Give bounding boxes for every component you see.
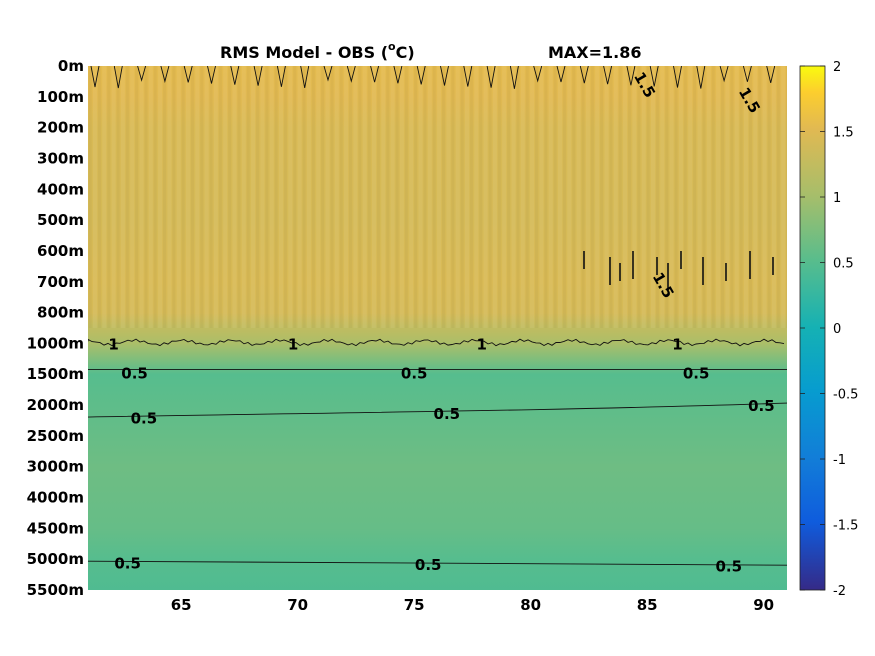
contour-label: 0.5 bbox=[715, 557, 742, 575]
max-value-label: MAX=1.86 bbox=[548, 43, 642, 62]
y-tick-label: 300m bbox=[37, 149, 84, 167]
y-tick-label: 100m bbox=[37, 88, 84, 106]
colorbar-tick-label: -0.5 bbox=[833, 388, 858, 403]
y-tick-label: 600m bbox=[37, 242, 84, 260]
x-tick-label: 75 bbox=[404, 596, 425, 614]
x-tick-label: 70 bbox=[287, 596, 308, 614]
y-axis-ticks: 0m 100m 200m 300m 400m 500m 600m 700m 800m 1000m 1… bbox=[27, 57, 84, 599]
colorbar-tick-label: 0 bbox=[833, 322, 841, 337]
colorbar-tick-label: -2 bbox=[833, 584, 846, 599]
contour-label: 1 bbox=[288, 335, 298, 353]
contour-line bbox=[88, 402, 787, 418]
heatmap-texture bbox=[88, 66, 787, 328]
title-text: RMS Model - OBS (oC) bbox=[220, 40, 415, 62]
contour-line bbox=[88, 560, 787, 566]
colorbar-tick-label: 1.5 bbox=[833, 126, 854, 141]
colorbar-tick-label: 1 bbox=[833, 191, 841, 206]
contour-line bbox=[88, 338, 785, 347]
x-axis-ticks: 65 70 75 80 85 90 bbox=[171, 596, 774, 614]
plot-area: 1.5 1.51.51 1 1 10.5 0.5 0.50.5 0.5 0.50.5 0.5 0.5 bbox=[88, 66, 787, 590]
contour-label: 0.5 bbox=[683, 365, 710, 383]
x-tick-label: 90 bbox=[753, 596, 774, 614]
y-tick-label: 4500m bbox=[27, 519, 84, 537]
y-tick-label: 800m bbox=[37, 304, 84, 322]
colorbar-tick-label: 0.5 bbox=[833, 257, 854, 272]
contour-lines bbox=[88, 66, 787, 566]
y-tick-label: 700m bbox=[37, 273, 84, 291]
y-tick-label: 1500m bbox=[27, 365, 84, 383]
contour-line bbox=[583, 250, 774, 291]
y-tick-label: 4000m bbox=[27, 489, 84, 507]
contour-label: 0.5 bbox=[131, 409, 158, 427]
colorbar: 2 1.5 1 0.5 0 -0.5 -1 -1.5 -2 bbox=[799, 60, 858, 599]
y-tick-label: 2500m bbox=[27, 427, 84, 445]
y-tick-label: 500m bbox=[37, 211, 84, 229]
y-tick-label: 0m bbox=[58, 57, 84, 75]
x-tick-label: 85 bbox=[637, 596, 658, 614]
colorbar-tick-label: -1.5 bbox=[833, 519, 858, 534]
y-tick-label: 200m bbox=[37, 119, 84, 137]
y-tick-label: 400m bbox=[37, 180, 84, 198]
x-tick-label: 80 bbox=[520, 596, 541, 614]
contour-label: 0.5 bbox=[748, 397, 775, 415]
contour-label: 0.5 bbox=[114, 554, 141, 572]
contour-label: 0.5 bbox=[415, 556, 442, 574]
y-tick-label: 3000m bbox=[27, 458, 84, 476]
x-tick-label: 65 bbox=[171, 596, 192, 614]
y-tick-label: 5500m bbox=[27, 581, 84, 599]
contour-label: 1 bbox=[108, 335, 118, 353]
contour-label: 0.5 bbox=[434, 405, 461, 423]
contour-label: 1 bbox=[672, 335, 682, 353]
colorbar-ticks: 2 1.5 1 0.5 0 -0.5 -1 -1.5 -2 bbox=[800, 60, 858, 599]
contour-label: 1 bbox=[477, 335, 487, 353]
y-tick-label: 2000m bbox=[27, 396, 84, 414]
contour-label: 0.5 bbox=[121, 365, 148, 383]
chart-title: RMS Model - OBS (oC) MAX=1.86 bbox=[220, 40, 642, 62]
contour-label: 0.5 bbox=[401, 365, 428, 383]
y-tick-label: 1000m bbox=[27, 334, 84, 352]
colorbar-tick-label: 2 bbox=[833, 60, 841, 75]
contour-line bbox=[90, 66, 776, 89]
colorbar-tick-label: -1 bbox=[833, 453, 846, 468]
y-tick-label: 5000m bbox=[27, 550, 84, 568]
